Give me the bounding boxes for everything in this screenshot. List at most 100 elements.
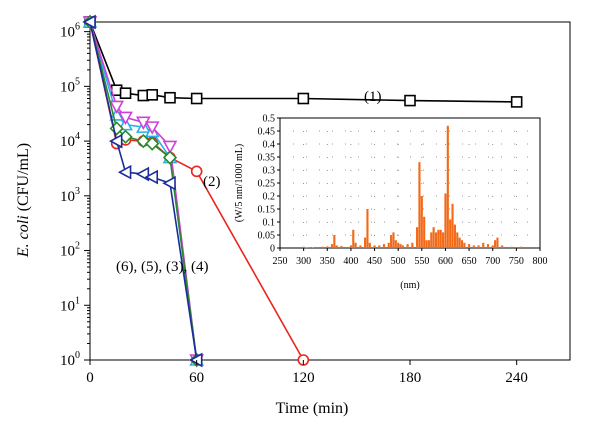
data-point-square (146, 89, 159, 101)
inset-y-tick-label: 0.45 (258, 127, 276, 138)
spectrum-bar (430, 232, 433, 248)
spectrum-bar (432, 227, 435, 248)
spectrum-bar (418, 162, 421, 248)
spectrum-bar (302, 246, 305, 248)
spectrum-bar (423, 216, 426, 248)
data-point-triangle-down (109, 100, 125, 115)
data-point-diamond (162, 150, 178, 165)
inset-x-tick-label: 250 (273, 256, 288, 267)
inset-y-tick-label: 0.25 (258, 179, 276, 190)
inset-y-tick-label: 0.3 (263, 166, 276, 177)
series-5 (82, 14, 204, 368)
inset-bars (302, 125, 523, 248)
spectrum-bar (309, 246, 312, 248)
data-point-triangle-left (117, 164, 132, 180)
data-point-triangle-down (118, 111, 133, 126)
spectrum-bar (437, 229, 440, 248)
spectrum-bar (510, 246, 513, 248)
spectrum-bar (397, 242, 400, 248)
spectrum-bar (366, 209, 369, 248)
spectrum-bar (520, 246, 523, 248)
spectrum-bar (425, 240, 428, 248)
y-tick-label: 106 (60, 22, 80, 41)
x-axis-label: Time (min) (276, 400, 349, 417)
y-tick-label: 105 (60, 76, 80, 95)
inset-y-tick-label: 0.15 (258, 205, 276, 216)
spectrum-bar (392, 232, 395, 248)
inset-y-axis-label: (W/5 nm/1000 mL) (234, 144, 245, 222)
spectrum-bar (482, 242, 485, 248)
y-axis-label-unit: (CFU/mL) (15, 143, 32, 215)
spectrum-bar (364, 237, 367, 248)
spectrum-bar (382, 244, 386, 248)
spectrum-bar (501, 245, 504, 248)
inset-x-tick-label: 800 (533, 256, 548, 267)
inset-y-tick-label: 0.35 (258, 153, 276, 164)
annotation-series-2: (2) (203, 174, 221, 190)
main-chart: 0 60 120 180 240 100 101 102 103 104 105 106 Time (… (15, 14, 571, 417)
inset-x-tick-label: 650 (462, 256, 477, 267)
spectrum-bar (304, 247, 308, 248)
inset-x-tick-label: 350 (320, 256, 335, 267)
main-axes: 0 60 120 180 240 100 101 102 103 104 105 106 (60, 22, 528, 386)
spectrum-bar (349, 245, 352, 248)
spectrum-bar (477, 245, 480, 248)
x-tick-label: 180 (399, 370, 422, 386)
data-point-square (510, 96, 523, 108)
spectrum-bar (486, 244, 490, 248)
data-point-triangle-left (108, 133, 123, 149)
y-tick-label: 103 (60, 186, 80, 205)
spectrum-bar (368, 242, 371, 248)
data-point-triangle-left (162, 175, 176, 191)
spectrum-bar (399, 244, 402, 248)
spectrum-bar (307, 247, 310, 248)
spectrum-bar (335, 245, 338, 248)
spectrum-bar (439, 229, 442, 248)
spectrum-bar (406, 244, 409, 248)
series-line (89, 21, 198, 361)
inset-x-tick-label: 500 (391, 256, 406, 267)
spectrum-bar (373, 245, 376, 248)
x-tick-label: 60 (189, 370, 204, 386)
spectrum-bar (456, 232, 459, 248)
spectrum-bar (340, 245, 343, 248)
series-1 (84, 16, 523, 108)
data-point-triangle-down (144, 121, 160, 135)
spectrum-bar (468, 244, 471, 248)
inset-y-tick-label: 0.5 (263, 114, 276, 125)
data-point-diamond (145, 136, 160, 151)
inset-x-tick-label: 700 (485, 256, 500, 267)
spectrum-bar (442, 232, 445, 248)
data-point-circle (190, 165, 203, 178)
inset-y-tick-label: 0.2 (263, 192, 276, 203)
spectrum-bar (453, 224, 456, 248)
spectrum-bar (316, 246, 319, 248)
data-point-triangle-down (162, 140, 178, 155)
inset-grid (280, 118, 540, 248)
spectrum-bar (354, 242, 357, 248)
spectrum-bar (460, 240, 464, 248)
inset-x-tick-label: 600 (438, 256, 453, 267)
x-tick-label: 120 (292, 370, 315, 386)
spectrum-bar (330, 244, 334, 248)
inset-y-tick-label: 0 (270, 244, 275, 255)
inset-x-tick-label: 450 (367, 256, 382, 267)
inset-chart: 250 300 350 400 450 500 550 600 650 700 750 800 0 0.0… (234, 114, 548, 292)
main-plot-frame (89, 21, 571, 361)
spectrum-bar (378, 245, 381, 248)
data-point-square (297, 92, 310, 105)
x-tick-label: 0 (86, 370, 94, 386)
y-tick-label: 102 (60, 241, 80, 260)
inset-x-tick-label: 400 (343, 256, 358, 267)
inset-y-tick-label: 0.1 (263, 218, 276, 229)
spectrum-bar (333, 235, 336, 248)
spectrum-bar (394, 240, 397, 248)
spectrum-bar (420, 196, 423, 248)
data-point-square (190, 92, 203, 105)
spectrum-bar (444, 193, 447, 248)
inset-x-axis-label: (nm) (400, 280, 419, 291)
spectrum-bar (472, 245, 475, 248)
spectrum-bar (359, 245, 362, 248)
spectrum-bar (411, 242, 414, 248)
